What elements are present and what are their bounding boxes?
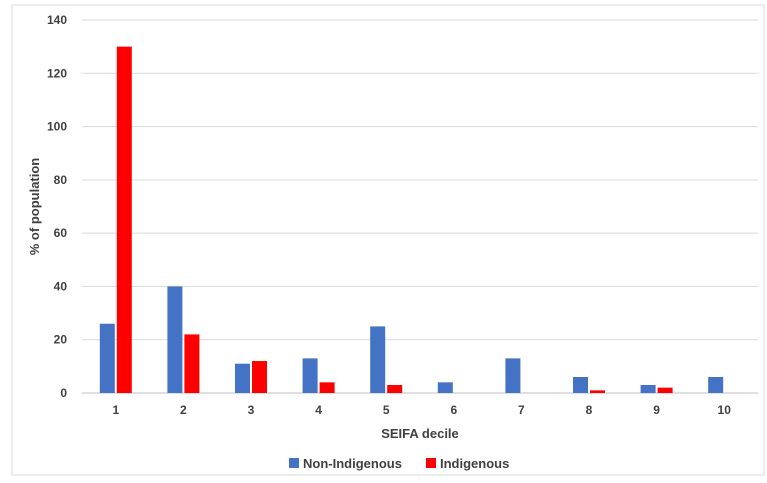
bar-non-indigenous-6 <box>437 382 453 393</box>
legend: Non-Indigenous Indigenous <box>289 456 509 471</box>
x-tick-label: 7 <box>518 403 525 417</box>
x-tick-label: 5 <box>383 403 390 417</box>
bar-indigenous-3 <box>252 361 267 393</box>
x-axis-title: SEIFA decile <box>381 426 459 441</box>
legend-swatch-non-indigenous <box>289 458 299 468</box>
x-tick-labels: 1 2 3 4 5 6 7 8 9 10 <box>112 403 731 417</box>
y-tick-label: 0 <box>60 386 67 400</box>
bar-indigenous-9 <box>657 387 673 393</box>
bar-non-indigenous-10 <box>708 377 724 393</box>
y-tick-label: 60 <box>54 226 68 240</box>
bar-non-indigenous-5 <box>370 326 386 393</box>
x-tick-label: 1 <box>112 403 119 417</box>
bar-indigenous-5 <box>387 385 403 393</box>
bar-non-indigenous-2 <box>167 286 183 393</box>
bar-indigenous-1 <box>116 46 132 394</box>
x-tick-label: 3 <box>248 403 255 417</box>
legend-swatch-indigenous <box>426 458 436 468</box>
x-tick-label: 8 <box>586 403 593 417</box>
y-tick-label: 120 <box>47 66 67 80</box>
bar-non-indigenous-3 <box>235 363 250 393</box>
bar-non-indigenous-9 <box>640 385 656 393</box>
bar-indigenous-8 <box>590 390 605 393</box>
bar-non-indigenous-1 <box>99 323 115 393</box>
bar-non-indigenous-4 <box>302 358 318 393</box>
chart-frame <box>11 4 765 476</box>
y-tick-label: 100 <box>47 120 67 134</box>
y-tick-label: 20 <box>54 333 68 347</box>
bar-non-indigenous-8 <box>573 377 588 393</box>
x-tick-label: 2 <box>180 403 187 417</box>
bar-indigenous-4 <box>319 382 335 393</box>
gridlines <box>82 19 758 394</box>
y-axis-title: % of population <box>27 158 42 256</box>
y-tick-labels: 0 20 40 60 80 100 120 140 <box>47 13 67 400</box>
x-tick-label: 9 <box>653 403 660 417</box>
y-tick-label: 140 <box>47 13 67 27</box>
x-tick-label: 6 <box>450 403 457 417</box>
y-tick-label: 40 <box>54 279 68 293</box>
legend-label: Indigenous <box>440 456 509 471</box>
x-tick-label: 10 <box>718 403 732 417</box>
bar-non-indigenous-7 <box>505 358 521 393</box>
bar-indigenous-2 <box>184 334 200 393</box>
x-tick-label: 4 <box>315 403 322 417</box>
bars <box>99 46 724 394</box>
y-tick-label: 80 <box>54 173 68 187</box>
legend-label: Non-Indigenous <box>303 456 402 471</box>
